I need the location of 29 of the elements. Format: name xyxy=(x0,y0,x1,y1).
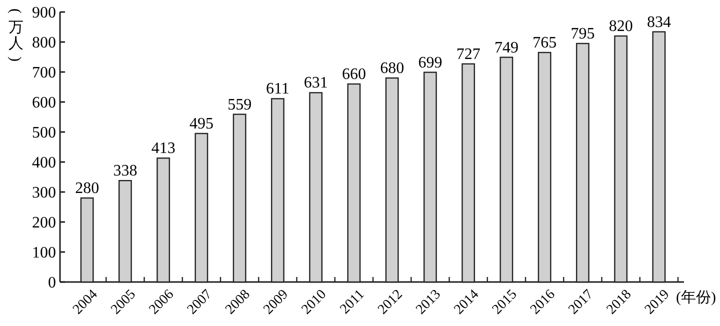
y-axis-title: (万人) xyxy=(7,8,24,62)
data-label: 611 xyxy=(266,80,290,98)
data-label: 495 xyxy=(189,116,214,132)
y-tick-label: 400 xyxy=(32,154,56,172)
data-label: 820 xyxy=(608,18,633,35)
data-label: 680 xyxy=(380,60,404,77)
data-label: 795 xyxy=(570,26,595,42)
data-label: 699 xyxy=(418,54,442,72)
y-tick-label: 700 xyxy=(32,64,56,82)
y-tick-label: 200 xyxy=(32,214,56,232)
y-tick-label: 300 xyxy=(32,184,56,202)
data-label: 631 xyxy=(304,74,328,92)
y-tick-label: 500 xyxy=(32,124,56,142)
y-tick-label: 0 xyxy=(48,274,56,292)
y-tick-label: 900 xyxy=(32,4,56,22)
x-tick-label: 2011 xyxy=(338,287,368,318)
data-label: 338 xyxy=(113,162,138,180)
y-tick-label: 800 xyxy=(32,34,56,52)
y-tick-label: 600 xyxy=(32,94,56,112)
data-label: 280 xyxy=(75,180,100,197)
y-tick-label: 100 xyxy=(32,244,56,262)
data-label: 660 xyxy=(342,66,366,83)
data-label: 765 xyxy=(532,34,557,52)
data-label: 413 xyxy=(151,140,176,158)
x-axis-title: (年份) xyxy=(676,289,716,306)
data-label: 834 xyxy=(646,14,671,31)
data-label: 749 xyxy=(494,39,518,56)
data-label: 559 xyxy=(228,96,252,114)
data-label: 727 xyxy=(456,46,480,63)
